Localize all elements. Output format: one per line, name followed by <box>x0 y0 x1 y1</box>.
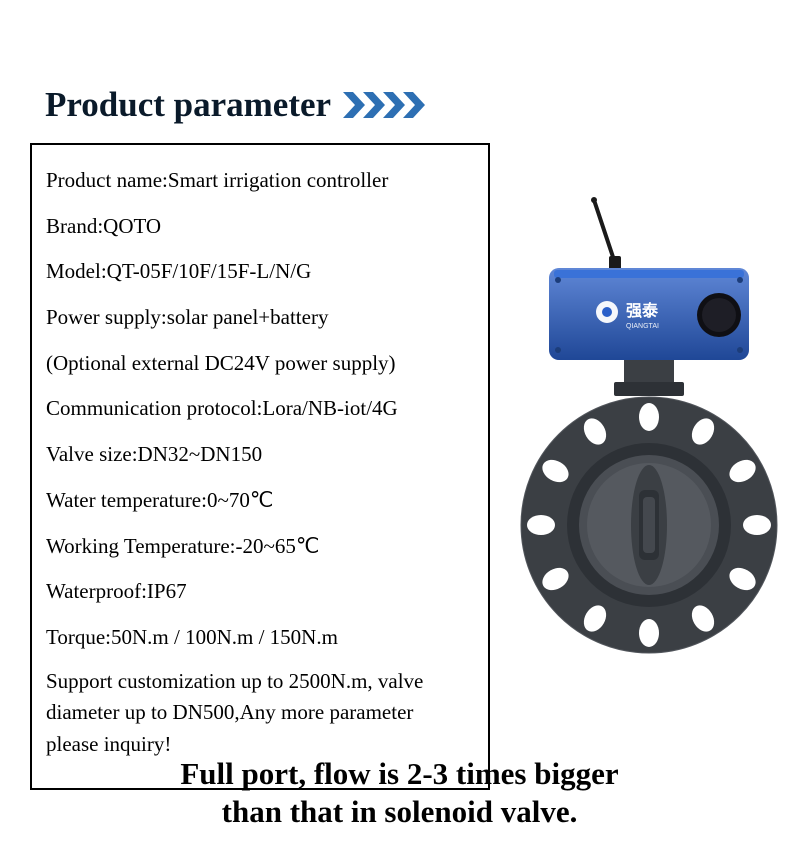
bottom-line-1: Full port, flow is 2-3 times bigger <box>0 755 799 794</box>
param-comm: Communication protocol:Lora/NB-iot/4G <box>46 391 470 427</box>
param-waterproof: Waterproof:IP67 <box>46 574 470 610</box>
bottom-line-2: than that in solenoid valve. <box>0 793 799 832</box>
param-product-name: Product name:Smart irrigation controller <box>46 163 470 199</box>
param-power-optional: (Optional external DC24V power supply) <box>46 346 470 382</box>
page-title: Product parameter <box>45 85 331 125</box>
chevrons-icon <box>343 92 433 118</box>
parameter-box: Product name:Smart irrigation controller… <box>30 143 490 790</box>
param-valve-size: Valve size:DN32~DN150 <box>46 437 470 473</box>
param-torque: Torque:50N.m / 100N.m / 150N.m <box>46 620 470 656</box>
param-note: Support customization up to 2500N.m, val… <box>46 666 470 761</box>
param-brand: Brand:QOTO <box>46 209 470 245</box>
param-water-temp: Water temperature:0~70℃ <box>46 483 470 519</box>
param-model: Model:QT-05F/10F/15F-L/N/G <box>46 254 470 290</box>
product-image: 强泰 QIANGTAI <box>494 190 784 660</box>
bottom-caption: Full port, flow is 2-3 times bigger than… <box>0 755 799 833</box>
title-row: Product parameter <box>45 85 769 125</box>
param-working-temp: Working Temperature:-20~65℃ <box>46 529 470 565</box>
param-power: Power supply:solar panel+battery <box>46 300 470 336</box>
svg-text:QIANGTAI: QIANGTAI <box>626 323 659 330</box>
svg-text:强泰: 强泰 <box>626 301 659 320</box>
